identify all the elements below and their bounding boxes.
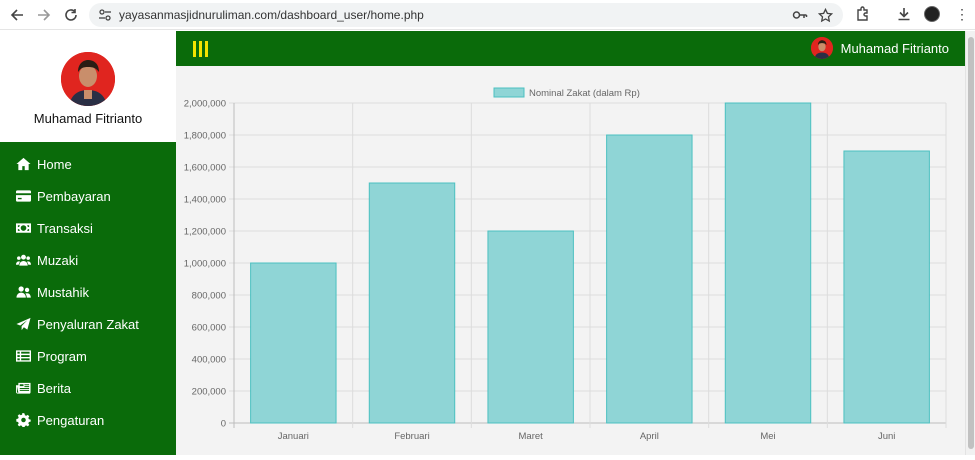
x-tick-label: Mei [760,431,775,442]
main-content: Nominal Zakat (dalam Rp) 0 200,000 400,000 6… [176,66,965,455]
sidebar-profile: Muhamad Fitrianto [0,31,176,142]
y-tick-label: 1,800,000 [184,131,226,142]
x-tick-label: April [640,431,659,442]
sidebar-item-pembayaran[interactable]: Pembayaran [0,181,176,211]
sidebar-item-mustahik[interactable]: Mustahik [0,277,176,307]
password-key-icon[interactable] [792,8,808,24]
money-bill-icon [15,221,31,235]
sidebar-item-transaksi[interactable]: Transaksi [0,213,176,243]
y-tick-label: 2,000,000 [184,99,226,110]
y-tick-label: 0 [221,419,226,430]
address-bar[interactable]: yayasanmasjidnuruliman.com/dashboard_use… [89,3,843,27]
sidebar-item-label: Transaksi [37,220,93,236]
y-tick-label: 600,000 [192,323,226,334]
download-icon[interactable] [896,6,914,24]
y-tick-label: 400,000 [192,355,226,366]
sidebar-item-label: Berita [37,380,71,396]
y-tick-label: 1,600,000 [184,163,226,174]
sidebar-item-muzaki[interactable]: Muzaki [0,245,176,275]
profile-avatar-icon[interactable] [924,6,940,22]
bar-chart: Nominal Zakat (dalam Rp) 0 200,000 400,000 6… [184,87,947,442]
sidebar-item-program[interactable]: Program [0,341,176,371]
reload-icon[interactable] [63,7,79,23]
header-user-name: Muhamad Fitrianto [840,40,949,56]
home-icon [15,157,31,171]
extensions-icon[interactable] [855,6,873,24]
credit-card-icon [15,189,31,203]
x-tick-label: Maret [519,431,544,442]
newspaper-icon [15,381,31,395]
legend-label: Nominal Zakat (dalam Rp) [529,88,640,99]
sidebar-item-label: Program [37,348,87,364]
users-icon [15,253,31,267]
x-tick-label: Februari [394,431,429,442]
y-tick-label: 800,000 [192,291,226,302]
y-tick-label: 1,200,000 [184,227,226,238]
gear-icon [15,413,31,427]
bookmark-star-icon[interactable] [817,7,834,24]
scrollbar[interactable] [965,31,975,455]
top-header: Muhamad Fitrianto [176,31,965,66]
sidebar-item-label: Mustahik [37,284,90,300]
bar [368,182,456,424]
scrollbar-thumb[interactable] [968,37,974,449]
legend-swatch [493,87,525,98]
sidebar: Muhamad Fitrianto Home Pembayaran Transa… [0,31,176,455]
header-user[interactable]: Muhamad Fitrianto [810,37,949,59]
bar [606,134,693,424]
bar [487,230,574,424]
site-settings-icon[interactable] [98,8,112,22]
user-friends-icon [15,285,31,299]
sidebar-item-label: Pengaturan [37,412,105,428]
y-tick-label: 200,000 [192,387,226,398]
bar [250,262,337,424]
sidebar-item-penyaluran-zakat[interactable]: Penyaluran Zakat [0,309,176,339]
sidebar-menu: Home Pembayaran Transaksi Muzaki Mustahi… [0,142,176,455]
menu-toggle-icon[interactable] [193,41,208,57]
sidebar-user-name: Muhamad Fitrianto [33,111,143,126]
avatar [810,37,833,59]
back-icon[interactable] [9,7,25,23]
y-tick-label: 1,400,000 [184,195,226,206]
bar [843,150,930,424]
menu-kebab-icon[interactable]: ⋮ [955,6,969,22]
sidebar-item-home[interactable]: Home [0,149,176,179]
sidebar-item-label: Pembayaran [37,188,111,204]
sidebar-item-pengaturan[interactable]: Pengaturan [0,405,176,435]
sidebar-item-label: Muzaki [37,252,79,268]
sidebar-item-label: Penyaluran Zakat [37,316,139,332]
sidebar-item-berita[interactable]: Berita [0,373,176,403]
bar [724,102,812,424]
forward-icon[interactable] [36,7,52,23]
x-tick-label: Juni [878,431,895,442]
browser-toolbar: yayasanmasjidnuruliman.com/dashboard_use… [0,0,975,30]
list-icon [15,349,31,363]
url-text[interactable]: yayasanmasjidnuruliman.com/dashboard_use… [119,8,424,22]
x-tick-label: Januari [278,431,309,442]
sidebar-item-label: Home [37,156,72,172]
y-tick-label: 1,000,000 [184,259,226,270]
avatar [61,52,115,106]
paper-plane-icon [15,317,31,331]
